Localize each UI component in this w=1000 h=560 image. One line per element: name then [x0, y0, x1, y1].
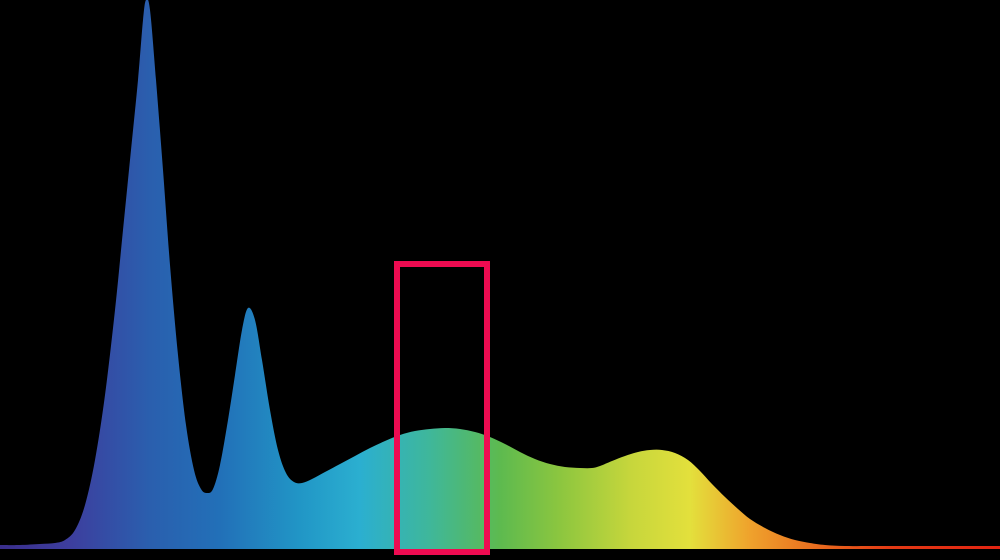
selection-band-rect[interactable]: [394, 261, 490, 555]
